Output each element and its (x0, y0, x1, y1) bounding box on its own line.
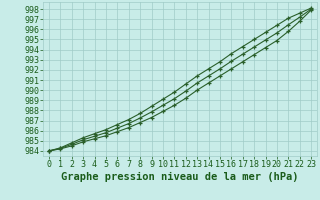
X-axis label: Graphe pression niveau de la mer (hPa): Graphe pression niveau de la mer (hPa) (61, 172, 299, 182)
